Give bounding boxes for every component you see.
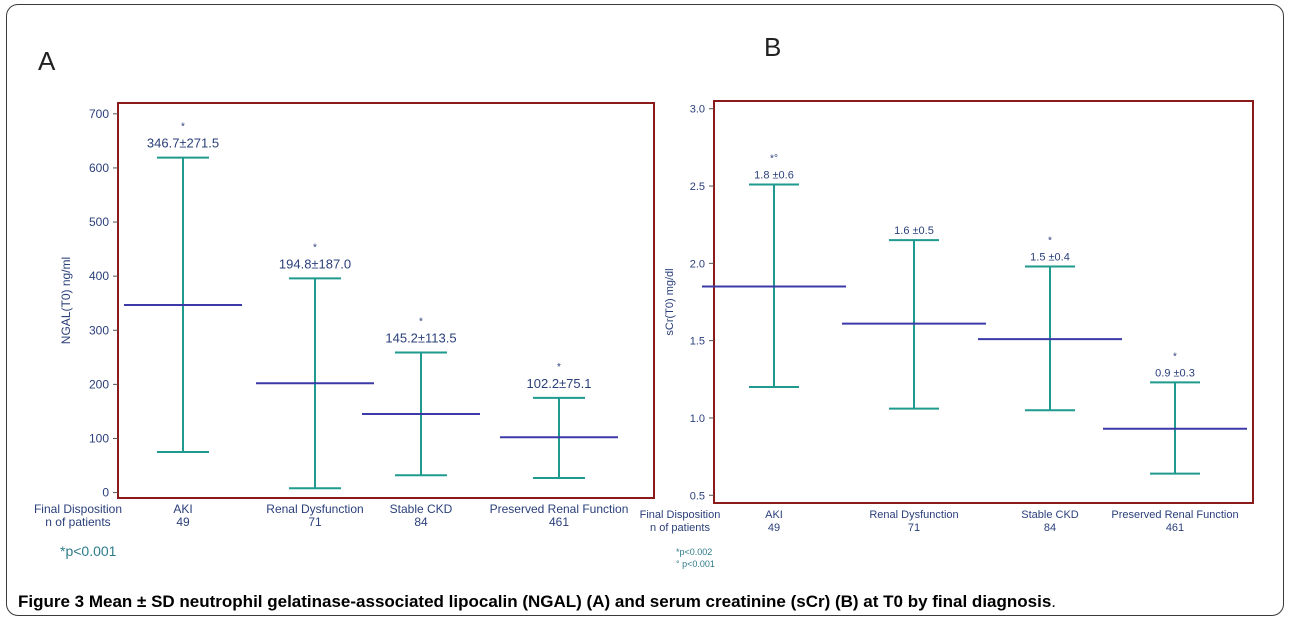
y-tick-label-a: 700 xyxy=(89,107,109,121)
significance-marker-a: * xyxy=(557,362,561,373)
y-tick-label-b: 2.0 xyxy=(690,258,705,270)
figure-caption: Figure 3 Mean ± SD neutrophil gelatinase… xyxy=(18,592,1056,612)
mean-sd-label-b: 1.8 ±0.6 xyxy=(754,169,794,181)
y-tick-label-b: 3.0 xyxy=(690,104,705,116)
figure-frame xyxy=(6,4,1284,616)
y-tick-label-b: 1.5 xyxy=(690,336,705,348)
n-patients-value-b: 71 xyxy=(908,522,920,534)
mean-sd-label-a: 102.2±75.1 xyxy=(527,376,592,391)
category-label-a: AKI xyxy=(173,502,192,516)
y-tick-label-a: 0 xyxy=(102,486,109,500)
category-label-b: AKI xyxy=(765,509,783,521)
n-patients-value-a: 71 xyxy=(308,515,322,529)
significance-marker-a: * xyxy=(313,242,317,253)
row-label-n-patients-b: n of patients xyxy=(650,522,710,534)
category-label-a: Stable CKD xyxy=(390,502,453,516)
plot-frame-a xyxy=(117,102,655,499)
panel-letter-b: B xyxy=(764,32,781,62)
category-label-b: Preserved Renal Function xyxy=(1111,509,1238,521)
category-label-a: Preserved Renal Function xyxy=(490,502,629,516)
significance-marker-b: * xyxy=(1173,351,1177,362)
y-tick-label-a: 600 xyxy=(89,161,109,175)
n-patients-value-b: 49 xyxy=(768,522,780,534)
y-tick-label-a: 500 xyxy=(89,215,109,229)
y-tick-label-a: 100 xyxy=(89,431,109,445)
category-label-b: Stable CKD xyxy=(1021,509,1079,521)
y-tick-label-a: 300 xyxy=(89,323,109,337)
footnote-b: *p<0.002 xyxy=(676,547,712,557)
caption-end: . xyxy=(1051,592,1057,611)
y-tick-label-a: 400 xyxy=(89,269,109,283)
mean-sd-label-b: 0.9 ±0.3 xyxy=(1155,367,1195,379)
category-label-a: Renal Dysfunction xyxy=(266,502,363,516)
y-tick-label-b: 1.0 xyxy=(690,413,705,425)
mean-sd-label-b: 1.5 ±0.4 xyxy=(1030,251,1070,263)
plot-frame-b xyxy=(713,100,1254,504)
significance-marker-b: * xyxy=(1048,235,1052,246)
panel-letter-a: A xyxy=(38,46,56,76)
significance-marker-a: * xyxy=(181,122,185,133)
mean-sd-label-a: 194.8±187.0 xyxy=(279,256,351,271)
y-axis-label-a: NGAL(T0) ng/ml xyxy=(59,257,73,344)
caption-text: Mean ± SD neutrophil gelatinase-associat… xyxy=(84,592,1052,611)
row-label-final-disposition-b: Final Disposition xyxy=(640,509,721,521)
caption-label: Figure 3 xyxy=(18,592,85,611)
n-patients-value-b: 461 xyxy=(1166,522,1184,534)
mean-sd-label-b: 1.6 ±0.5 xyxy=(894,225,934,237)
n-patients-value-a: 461 xyxy=(549,515,569,529)
footnote-b: ° p<0.001 xyxy=(676,559,715,569)
footnote-a: *p<0.001 xyxy=(60,543,117,559)
significance-marker-b: *° xyxy=(770,153,778,164)
n-patients-value-a: 49 xyxy=(176,515,190,529)
y-axis-label-b: sCr(T0) mg/dl xyxy=(664,268,676,335)
row-label-n-patients-a: n of patients xyxy=(45,515,110,529)
y-tick-label-a: 200 xyxy=(89,377,109,391)
mean-sd-label-a: 346.7±271.5 xyxy=(147,136,219,151)
mean-sd-label-a: 145.2±113.5 xyxy=(385,330,456,345)
row-label-final-disposition-a: Final Disposition xyxy=(34,502,122,516)
significance-marker-a: * xyxy=(419,316,423,327)
n-patients-value-b: 84 xyxy=(1044,522,1056,534)
category-label-b: Renal Dysfunction xyxy=(869,509,958,521)
y-tick-label-b: 0.5 xyxy=(690,490,705,502)
y-tick-label-b: 2.5 xyxy=(690,181,705,193)
n-patients-value-a: 84 xyxy=(414,515,428,529)
